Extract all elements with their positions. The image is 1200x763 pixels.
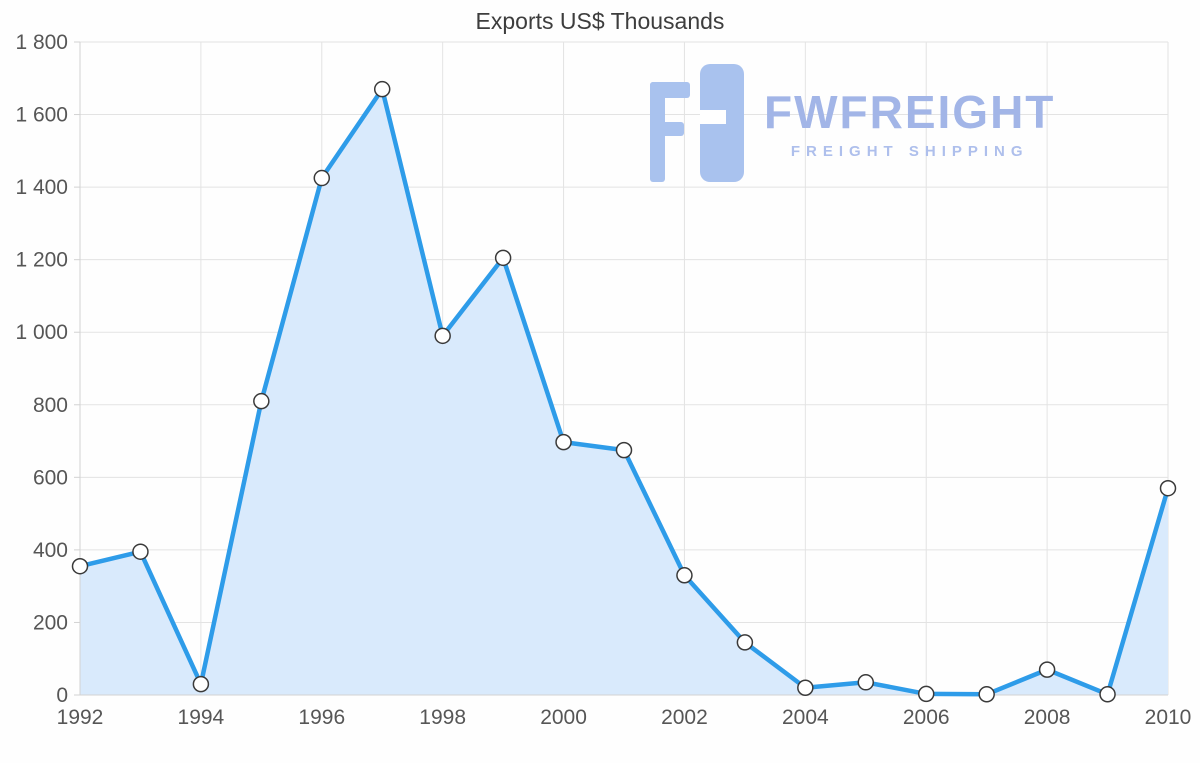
- data-point-marker: [132, 543, 149, 560]
- data-point-marker: [1038, 661, 1056, 678]
- x-tick-label: 2006: [903, 706, 950, 729]
- data-point-marker: [736, 634, 754, 651]
- y-tick-label: 1 600: [15, 104, 68, 127]
- data-point-marker: [1159, 479, 1177, 497]
- x-tick-label: 1994: [178, 706, 225, 729]
- data-point-marker: [978, 686, 995, 703]
- y-tick-label: 1 800: [15, 31, 68, 54]
- data-point-marker: [373, 80, 391, 98]
- data-point-marker: [434, 327, 451, 345]
- x-tick-label: 2010: [1145, 706, 1192, 729]
- data-point-marker: [676, 567, 693, 584]
- x-tick-label: 1992: [57, 706, 104, 729]
- y-tick-label: 400: [33, 539, 68, 562]
- x-tick-label: 2002: [661, 706, 708, 729]
- data-point-markers: [71, 80, 1177, 703]
- x-tick-label: 2004: [782, 706, 829, 729]
- data-point-marker: [1099, 686, 1116, 703]
- data-point-marker: [253, 392, 270, 410]
- y-tick-label: 0: [56, 684, 68, 707]
- data-point-marker: [313, 169, 331, 187]
- y-tick-label: 1 200: [15, 249, 68, 272]
- y-tick-label: 1 400: [15, 176, 68, 199]
- data-point-marker: [555, 433, 572, 451]
- data-point-marker: [857, 674, 875, 691]
- x-tick-label: 1998: [419, 706, 466, 729]
- axis-labels: 0 200 400 600 800 1 000 1 200 1 400 1 600 1 800 19…: [15, 31, 1191, 729]
- data-point-marker: [494, 249, 512, 267]
- y-tick-label: 200: [33, 611, 68, 634]
- y-tick-label: 800: [33, 394, 68, 417]
- x-tick-label: 2008: [1024, 706, 1071, 729]
- data-point-marker: [797, 679, 814, 696]
- area-fill: [80, 89, 1168, 695]
- y-tick-label: 600: [33, 466, 68, 489]
- chart-title: Exports US$ Thousands: [475, 8, 725, 34]
- data-point-marker: [192, 675, 210, 693]
- x-tick-label: 1996: [298, 706, 345, 729]
- data-point-marker: [917, 685, 935, 703]
- y-tick-label: 1 000: [15, 321, 68, 344]
- data-point-marker: [615, 441, 633, 459]
- data-point-marker: [71, 557, 89, 575]
- x-tick-label: 2000: [540, 706, 587, 729]
